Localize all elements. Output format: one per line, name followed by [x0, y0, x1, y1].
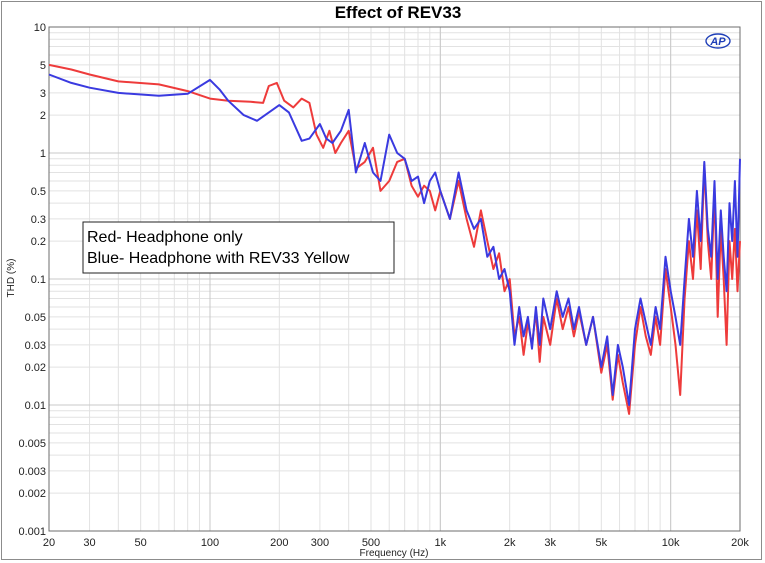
ap-logo-icon: AP — [705, 33, 731, 49]
x-tick-label: 300 — [311, 537, 329, 549]
x-axis-ticks: 20 30 50 100 200 300 500 1k 2k 3k 5k 10k 20k — [43, 537, 749, 549]
y-tick-label: 0.01 — [25, 400, 46, 412]
legend-entry-red: Red- Headphone only — [87, 229, 243, 246]
y-tick-label: 0.03 — [25, 340, 46, 352]
series-red-line — [48, 63, 741, 415]
series-layer — [48, 63, 741, 415]
x-tick-label: 3k — [544, 537, 556, 549]
x-tick-label: 5k — [596, 537, 608, 549]
grid — [48, 26, 741, 532]
x-tick-label: 30 — [83, 537, 95, 549]
x-tick-label: 50 — [135, 537, 147, 549]
x-tick-label: 20 — [43, 537, 55, 549]
y-tick-label: 0.001 — [18, 526, 46, 538]
y-tick-label: 2 — [40, 110, 46, 122]
chart-title: Effect of REV33 — [335, 3, 462, 22]
x-tick-label: 20k — [731, 537, 749, 549]
y-axis-label: THD (%) — [6, 259, 17, 298]
y-tick-label: 0.002 — [18, 488, 46, 500]
y-tick-label: 1 — [40, 148, 46, 160]
y-tick-label: 3 — [40, 88, 46, 100]
legend-entry-blue: Blue- Headphone with REV33 Yellow — [87, 250, 350, 267]
x-tick-label: 2k — [504, 537, 516, 549]
x-tick-label: 1k — [435, 537, 447, 549]
plot-area — [48, 26, 741, 532]
x-tick-label: 10k — [662, 537, 680, 549]
y-tick-label: 0.02 — [25, 362, 46, 374]
y-tick-label: 5 — [40, 60, 46, 72]
y-axis-ticks: 10 5 3 2 1 0.5 0.3 0.2 0.1 0.05 0.03 0.02 0.01 0.005 0… — [18, 22, 46, 538]
x-tick-label: 200 — [270, 537, 288, 549]
ap-logo-text: AP — [709, 36, 726, 48]
y-tick-label: 10 — [34, 22, 46, 34]
series-blue-line — [48, 73, 741, 406]
legend-box: Red- Headphone only Blue- Headphone with… — [82, 221, 395, 274]
y-tick-label: 0.005 — [18, 438, 46, 450]
x-tick-label: 500 — [362, 537, 380, 549]
y-tick-label: 0.05 — [25, 312, 46, 324]
y-tick-label: 0.5 — [31, 186, 46, 198]
y-tick-label: 0.2 — [31, 236, 46, 248]
x-tick-label: 100 — [201, 537, 219, 549]
y-tick-label: 0.003 — [18, 466, 46, 478]
y-tick-label: 0.1 — [31, 274, 46, 286]
x-axis-label: Frequency (Hz) — [360, 548, 429, 559]
y-tick-label: 0.3 — [31, 214, 46, 226]
